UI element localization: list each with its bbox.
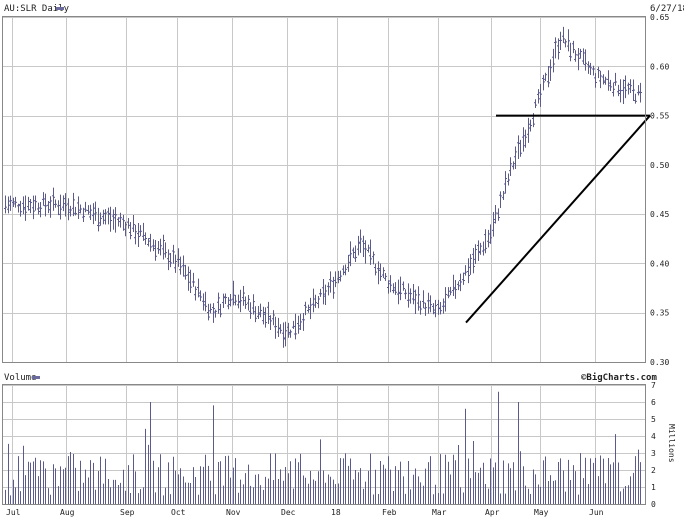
trend-annotations (465, 114, 651, 324)
volume-tick-label: 1 (651, 483, 656, 492)
price-grid (3, 17, 645, 363)
month-label: Oct (171, 508, 186, 517)
price-tick-label: 0.50 (650, 161, 669, 170)
month-axis-labels: Jul Aug Sep Oct Nov Dec 18 Feb Mar Apr May Jun (6, 508, 604, 517)
month-label: May (534, 508, 549, 517)
volume-bars (5, 391, 641, 504)
chart-date: 6/27/18 (650, 4, 684, 14)
month-label: Mar (432, 508, 447, 517)
legend-marker-volume (32, 376, 40, 379)
legend-marker-price (56, 7, 64, 10)
chart-title: AU:SLR Daily (4, 4, 70, 14)
volume-unit-label: Millions (667, 424, 676, 463)
volume-tick-label: 5 (651, 415, 656, 424)
price-tick-label: 0.45 (650, 210, 669, 219)
credit-label: ©BigCharts.com (581, 372, 657, 383)
price-tick-label: 0.60 (650, 62, 669, 71)
price-tick-label: 0.40 (650, 259, 669, 268)
volume-panel-frame (2, 384, 646, 505)
price-tick-label: 0.35 (650, 309, 669, 318)
month-label: Nov (226, 508, 241, 517)
month-label: 18 (331, 508, 341, 517)
volume-tick-label: 3 (651, 449, 656, 458)
price-tick-label: 0.55 (650, 112, 669, 121)
price-tick-label: 0.30 (650, 358, 669, 367)
month-label: Aug (60, 508, 75, 517)
price-tick-label: 0.65 (650, 13, 669, 22)
month-label: Jul (6, 508, 21, 517)
price-bars (4, 26, 642, 348)
volume-tick-label: 4 (651, 432, 656, 441)
price-axis-labels: 0.30 0.35 0.40 0.45 0.50 0.55 0.60 0.65 (650, 13, 669, 367)
month-label: Feb (382, 508, 397, 517)
volume-tick-label: 7 (651, 381, 656, 390)
volume-title: Volume (4, 373, 37, 383)
volume-tick-label: 0 (651, 500, 656, 509)
volume-tick-label: 6 (651, 398, 656, 407)
month-label: Jun (589, 508, 604, 517)
volume-tick-label: 2 (651, 466, 656, 475)
volume-axis-labels: 0 1 2 3 4 5 6 7 (651, 381, 656, 509)
month-label: Apr (485, 508, 500, 517)
month-label: Dec (281, 508, 296, 517)
month-label: Sep (120, 508, 135, 517)
trend-line (465, 114, 651, 324)
price-panel-frame (2, 16, 646, 363)
